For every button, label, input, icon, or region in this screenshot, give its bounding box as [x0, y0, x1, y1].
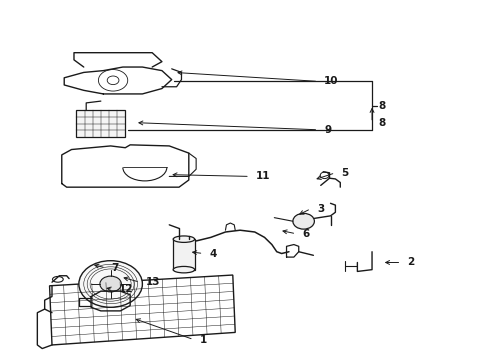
Ellipse shape [173, 266, 195, 273]
Polygon shape [76, 110, 125, 137]
Text: 11: 11 [256, 171, 270, 181]
Text: 12: 12 [119, 284, 133, 294]
Text: 6: 6 [302, 229, 309, 239]
Text: 1: 1 [199, 334, 207, 345]
Text: 3: 3 [317, 204, 324, 214]
Ellipse shape [173, 236, 195, 242]
Text: 4: 4 [209, 248, 217, 258]
Circle shape [100, 276, 122, 292]
Text: 8: 8 [378, 100, 385, 111]
Text: 2: 2 [407, 257, 415, 267]
Circle shape [79, 261, 143, 307]
Polygon shape [173, 239, 195, 270]
Circle shape [293, 213, 315, 229]
Text: 5: 5 [341, 168, 348, 178]
Text: 13: 13 [146, 277, 160, 287]
Text: 7: 7 [112, 263, 119, 273]
Text: 8: 8 [378, 118, 385, 128]
Text: 10: 10 [324, 76, 339, 86]
Text: 9: 9 [324, 125, 331, 135]
